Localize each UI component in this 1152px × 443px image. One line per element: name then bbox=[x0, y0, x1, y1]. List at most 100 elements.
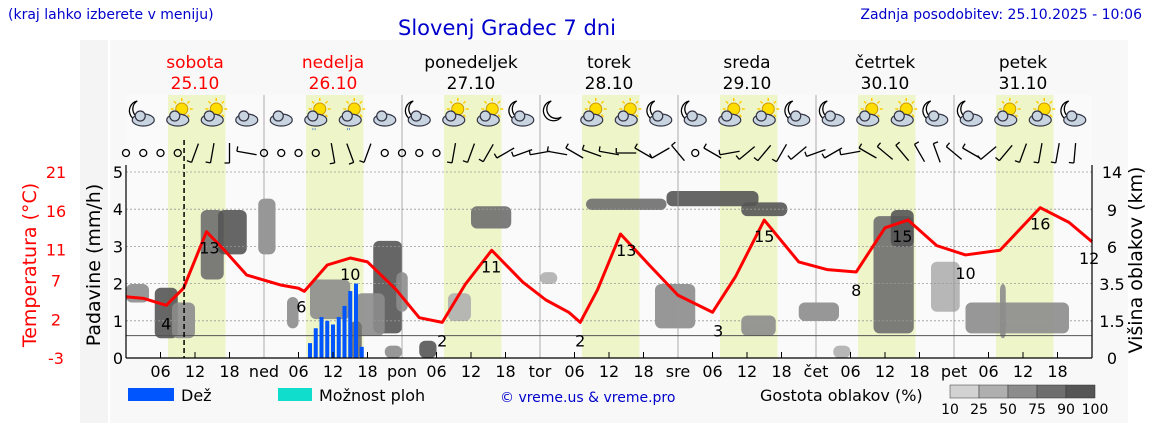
wind-barb-icon bbox=[738, 146, 756, 160]
cloud-patch bbox=[540, 272, 558, 284]
x-tick-hour: 12 bbox=[461, 362, 481, 381]
moon-cloud-icon bbox=[956, 100, 983, 127]
x-tick-hour: 18 bbox=[219, 362, 239, 381]
x-tick-hour: 06 bbox=[840, 362, 860, 381]
wind-barb-icon bbox=[858, 147, 877, 159]
wind-barb-flag bbox=[634, 143, 638, 149]
temperature-line bbox=[125, 206, 1093, 324]
cloud-density-tick: 90 bbox=[1057, 402, 1075, 418]
temperature-label: 15 bbox=[754, 227, 774, 246]
day-date: 25.10 bbox=[171, 74, 220, 94]
moon-cloud-icon bbox=[646, 100, 673, 127]
moon-cloud-icon bbox=[128, 100, 155, 127]
x-tick-hour: 18 bbox=[633, 362, 653, 381]
calm-wind-icon bbox=[691, 148, 700, 158]
wind-barb-icon bbox=[824, 147, 843, 159]
precipitation-tick: 5 bbox=[113, 163, 123, 182]
wind-barb-icon bbox=[840, 150, 861, 156]
wind-barb-flag bbox=[804, 151, 808, 157]
cloud-density-swatch bbox=[978, 384, 1009, 399]
cloud-patch bbox=[931, 261, 960, 312]
temperature-label: 2 bbox=[575, 331, 585, 350]
wind-barb-icon bbox=[482, 144, 494, 162]
cloud-density-swatch bbox=[1065, 384, 1096, 399]
temperature-tick: 21 bbox=[46, 163, 66, 182]
x-tick-hour: 12 bbox=[599, 362, 619, 381]
cloud-density-tick: 25 bbox=[970, 402, 988, 418]
x-tick-day: čet bbox=[804, 362, 829, 381]
cloud-height-tick: 6 bbox=[1107, 238, 1117, 257]
calm-wind-icon bbox=[397, 148, 407, 158]
wind-barb-icon bbox=[998, 144, 1013, 162]
day-date: 27.10 bbox=[447, 74, 496, 94]
wind-barb-flag bbox=[876, 142, 882, 147]
precipitation-tick: 2 bbox=[113, 275, 123, 294]
cloud-density-swatch bbox=[1007, 384, 1038, 399]
wind-barb-icon bbox=[671, 144, 685, 162]
cloud-patch bbox=[655, 284, 696, 329]
temperature-label: 13 bbox=[616, 241, 636, 260]
rain-bar bbox=[319, 317, 324, 358]
wind-barb-icon bbox=[236, 150, 257, 156]
wind-barb-flag bbox=[933, 141, 939, 145]
moon-icon bbox=[542, 100, 562, 122]
moon-cloud-icon bbox=[922, 100, 949, 127]
cloud-density-tick: 50 bbox=[999, 402, 1017, 418]
wind-barb-icon bbox=[1037, 143, 1043, 163]
cloud-patch bbox=[448, 293, 471, 321]
cloud-height-tick: 14 bbox=[1102, 163, 1122, 182]
temperature-label: 12 bbox=[1079, 249, 1099, 268]
wind-barb-flag bbox=[511, 151, 514, 157]
sun-cloud-icon bbox=[580, 98, 607, 127]
wind-barb-flag bbox=[493, 153, 498, 159]
wind-barb-icon bbox=[634, 147, 653, 159]
wind-barb-flag bbox=[205, 161, 211, 164]
showers-legend-swatch bbox=[278, 388, 312, 401]
copyright-text: © vreme.us & vreme.pro bbox=[500, 390, 675, 406]
wind-barb-icon bbox=[757, 144, 772, 162]
temperature-label: 11 bbox=[481, 257, 501, 276]
calm-wind-icon bbox=[156, 148, 165, 158]
wind-barb-icon bbox=[330, 143, 336, 163]
x-tick-day: pet bbox=[941, 362, 967, 381]
temperature-label: 3 bbox=[713, 321, 723, 340]
showers-legend-label: Možnost ploh bbox=[319, 386, 425, 405]
svg-text:'': '' bbox=[312, 127, 316, 136]
wind-barb-flag bbox=[962, 143, 966, 149]
wind-barb-flag bbox=[649, 153, 653, 159]
cloud-height-tick: 1.5 bbox=[1099, 312, 1124, 331]
wind-barb-icon bbox=[651, 147, 670, 159]
sun-cloud-icon bbox=[442, 98, 469, 127]
calm-wind-icon bbox=[277, 148, 286, 158]
x-tick-hour: 12 bbox=[323, 362, 343, 381]
calm-wind-icon bbox=[415, 148, 424, 158]
rain-bar bbox=[336, 317, 341, 358]
wind-barb-flag bbox=[236, 146, 239, 152]
day-name: sobota bbox=[166, 53, 224, 73]
cloud-patch bbox=[471, 206, 512, 229]
wind-barb-flag bbox=[598, 146, 601, 152]
wind-barb-flag bbox=[671, 141, 676, 146]
day-name: nedelja bbox=[302, 53, 364, 73]
wind-barb-flag bbox=[787, 155, 792, 160]
wind-barb-icon bbox=[790, 146, 807, 160]
x-tick-day: tor bbox=[529, 362, 552, 381]
cloud-patch bbox=[310, 279, 351, 320]
last-updated: Zadnja posodobitev: 25.10.2025 - 10:06 bbox=[860, 7, 1142, 23]
temperature-label: 10 bbox=[340, 265, 360, 284]
calm-wind-icon bbox=[380, 148, 389, 158]
cloud-patch bbox=[258, 198, 276, 255]
day-date: 28.10 bbox=[585, 74, 634, 94]
x-tick-hour: 18 bbox=[495, 362, 515, 381]
day-date: 30.10 bbox=[861, 74, 910, 94]
svg-text:'': '' bbox=[346, 127, 350, 136]
calm-wind-icon bbox=[121, 148, 131, 158]
cloud-patch bbox=[833, 345, 851, 358]
wind-barb-icon bbox=[945, 146, 963, 160]
cloud-density-swatch bbox=[949, 384, 980, 399]
cloud-patch bbox=[741, 315, 776, 336]
x-tick-hour: 12 bbox=[875, 362, 895, 381]
temperature-label: 2 bbox=[437, 331, 447, 350]
day-name: torek bbox=[587, 53, 631, 73]
